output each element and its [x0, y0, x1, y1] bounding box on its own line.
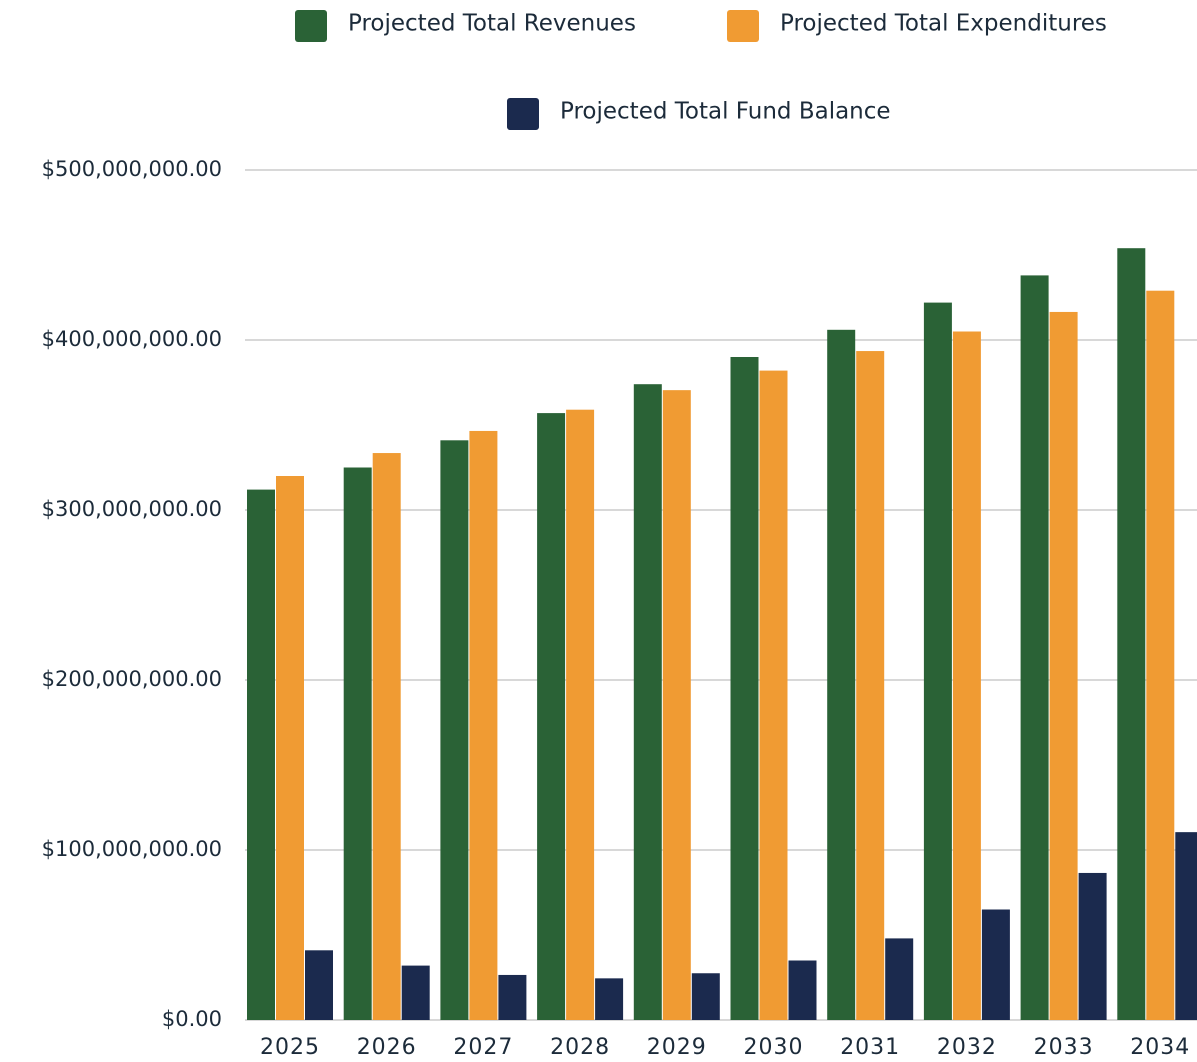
- bar: [827, 329, 856, 1020]
- bar: [730, 357, 759, 1020]
- bar: [343, 467, 372, 1020]
- bar: [633, 384, 662, 1020]
- y-tick-label: $400,000,000.00: [42, 327, 222, 351]
- bar: [537, 413, 566, 1021]
- bar: [952, 331, 981, 1020]
- bar: [247, 489, 275, 1021]
- bar: [401, 965, 430, 1020]
- bar: [788, 960, 817, 1020]
- bar: [856, 351, 885, 1020]
- bar: [276, 476, 304, 1020]
- bar: [1049, 311, 1078, 1020]
- bar: [1078, 872, 1107, 1020]
- y-tick-label: $300,000,000.00: [42, 497, 222, 521]
- bar: [759, 370, 788, 1021]
- x-tick-label: 2025: [260, 1035, 320, 1060]
- bar: [691, 973, 720, 1020]
- y-tick-label: $0.00: [162, 1007, 222, 1031]
- bar: [662, 390, 691, 1020]
- legend-label: Projected Total Expenditures: [780, 11, 1107, 37]
- bar: [566, 409, 595, 1020]
- bar: [885, 938, 914, 1020]
- legend-label: Projected Total Fund Balance: [560, 99, 891, 125]
- bar: [1020, 275, 1049, 1020]
- bar: [305, 950, 333, 1020]
- x-tick-label: 2031: [840, 1035, 900, 1060]
- bar: [372, 453, 401, 1020]
- x-tick-label: 2032: [937, 1035, 997, 1060]
- x-tick-label: 2029: [647, 1035, 707, 1060]
- x-tick-label: 2026: [357, 1035, 417, 1060]
- bar: [923, 302, 952, 1021]
- legend-swatch: [295, 10, 327, 42]
- bar: [469, 430, 498, 1020]
- legend-label: Projected Total Revenues: [348, 11, 636, 37]
- x-tick-label: 2034: [1130, 1035, 1190, 1060]
- bar: [1117, 248, 1146, 1020]
- bar: [1146, 290, 1175, 1020]
- x-tick-label: 2027: [453, 1035, 513, 1060]
- x-tick-label: 2030: [744, 1035, 804, 1060]
- bar: [981, 909, 1010, 1020]
- bar: [440, 440, 469, 1020]
- y-tick-label: $100,000,000.00: [42, 837, 222, 861]
- y-tick-label: $200,000,000.00: [42, 667, 222, 691]
- x-tick-label: 2028: [550, 1035, 610, 1060]
- legend-swatch: [727, 10, 759, 42]
- bar: [1175, 832, 1197, 1020]
- bar: [498, 974, 527, 1020]
- x-tick-label: 2033: [1034, 1035, 1094, 1060]
- y-tick-label: $500,000,000.00: [42, 157, 222, 181]
- legend-swatch: [507, 98, 539, 130]
- bar: [595, 978, 624, 1020]
